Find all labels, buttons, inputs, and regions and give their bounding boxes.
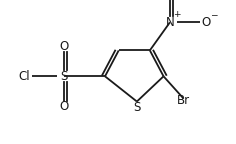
Text: O: O [59, 40, 68, 53]
Text: N: N [165, 16, 174, 29]
Text: O: O [59, 100, 68, 113]
Text: O: O [202, 16, 211, 29]
Text: S: S [60, 70, 67, 83]
Text: S: S [133, 101, 141, 114]
Text: +: + [173, 10, 180, 19]
Text: Br: Br [177, 94, 190, 107]
Text: −: − [210, 10, 217, 19]
Text: Cl: Cl [19, 70, 30, 83]
